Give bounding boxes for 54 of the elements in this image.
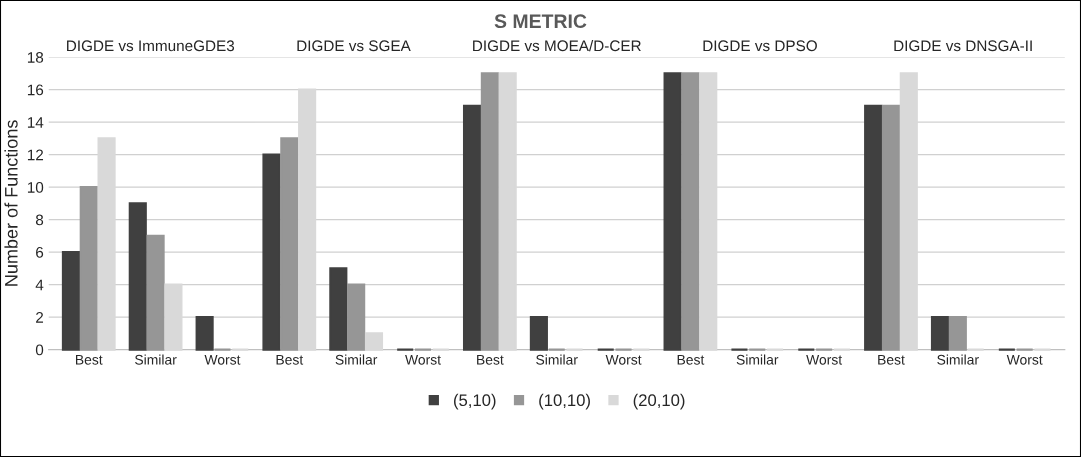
y-tick-label: 2 — [36, 311, 44, 323]
bar — [280, 137, 299, 351]
bar — [681, 72, 700, 351]
x-tick-label: Similar — [335, 354, 378, 365]
bar — [930, 316, 950, 351]
bar — [329, 267, 348, 351]
text: DIGDE vs ImmuneGDE3 — [67, 40, 235, 52]
bar — [79, 186, 98, 351]
bar — [881, 104, 901, 351]
bar — [480, 72, 499, 351]
x-tick-label: Similar — [536, 354, 578, 365]
y-tick-label: 8 — [35, 214, 44, 226]
x-tick-label: Worst — [806, 354, 843, 365]
x-tick-label: Similar — [937, 354, 979, 365]
y-tick-label: 10 — [27, 181, 44, 193]
x-tick-label: Best — [276, 354, 304, 365]
x-tick-label: Worst — [1006, 354, 1043, 365]
x-tick-label: Best — [677, 354, 705, 365]
bar — [195, 316, 214, 351]
x-tick-label: Best — [878, 354, 905, 365]
x-tick-label: Worst — [405, 354, 441, 365]
bar — [347, 283, 366, 351]
x-tick-label: Worst — [605, 354, 642, 365]
y-tick-label: 16 — [27, 84, 44, 96]
bar — [146, 234, 165, 351]
x-tick-label: Similar — [135, 354, 177, 365]
text: DIGDE vs DNSGA-II — [894, 40, 1032, 52]
bar — [948, 316, 967, 351]
bar — [364, 332, 384, 351]
y-tick-label: 14 — [27, 117, 44, 128]
bar — [61, 251, 80, 351]
text: DIGDE vs MOEA/D-CER — [473, 39, 641, 52]
bar — [663, 72, 682, 351]
x-tick-label: Similar — [736, 354, 779, 365]
x-tick-label: Worst — [204, 354, 241, 365]
chart-title: S METRIC — [494, 14, 587, 29]
y-tick-label: 4 — [35, 279, 44, 291]
text: DIGDE vs SGEA — [297, 40, 411, 52]
y-tick-label: 0 — [35, 344, 44, 356]
y-tick-label: 12 — [27, 149, 44, 161]
y-tick-label: 18 — [27, 51, 44, 63]
bar — [128, 202, 147, 351]
legend-label: (5,10) — [454, 393, 496, 410]
x-tick-label: Best — [76, 354, 103, 365]
text: DIGDE vs DPSO — [703, 40, 817, 52]
y-axis-title: Number of Functions — [4, 120, 18, 286]
y-tick-label: 6 — [36, 246, 44, 258]
x-tick-label: Best — [477, 354, 504, 365]
bar — [462, 104, 482, 351]
bar — [262, 153, 281, 351]
legend-label: (10,10) — [539, 393, 590, 410]
legend-label: (20,10) — [633, 393, 685, 410]
bar — [864, 104, 883, 351]
bar — [529, 316, 548, 351]
